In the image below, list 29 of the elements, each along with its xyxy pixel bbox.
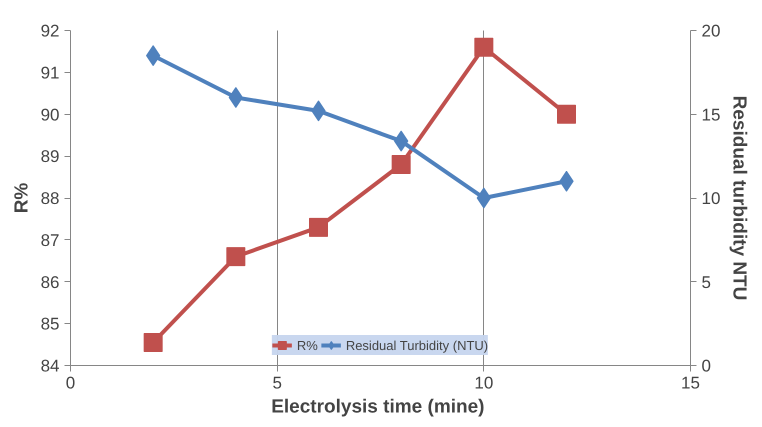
legend-label: Residual Turbidity (NTU) <box>346 338 488 352</box>
x-axis-title: Electrolysis time (mine) <box>271 396 485 418</box>
y2-axis-title: Residual turbidity NTU <box>728 96 750 300</box>
y-tick-label: 87 <box>40 230 60 250</box>
point <box>557 104 576 124</box>
y2-tick-label: 15 <box>702 105 720 124</box>
x-tick-label: 5 <box>272 374 282 392</box>
y2-tick-label: 5 <box>702 272 711 292</box>
x-tick-label: 10 <box>474 374 494 392</box>
y-tick-label: 86 <box>40 272 60 292</box>
y-tick-label: 89 <box>40 147 60 166</box>
y2-tick-label: 0 <box>702 356 711 376</box>
point <box>474 38 494 57</box>
point <box>226 247 246 266</box>
point <box>309 218 328 237</box>
point <box>392 155 411 174</box>
point <box>144 332 163 352</box>
x-tick-label: 0 <box>66 374 76 392</box>
y2-tick-label: 10 <box>702 189 720 208</box>
y-tick-label: 92 <box>40 22 60 40</box>
y-tick-label: 90 <box>40 105 60 124</box>
y-tick-label: 88 <box>40 189 60 208</box>
x-tick-label: 15 <box>681 374 700 392</box>
y-axis-title: R% <box>12 182 33 214</box>
y2-tick-label: 20 <box>702 22 720 40</box>
legend-label: R% <box>296 338 318 352</box>
y-tick-label: 91 <box>40 63 60 82</box>
y-tick-label: 84 <box>40 356 60 376</box>
y-tick-label: 85 <box>40 314 60 334</box>
